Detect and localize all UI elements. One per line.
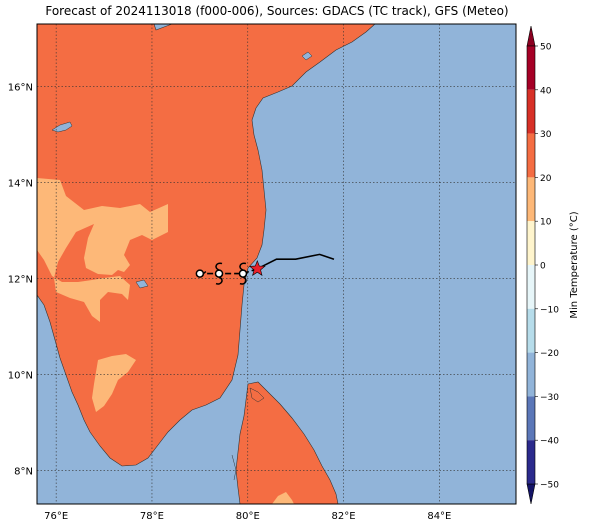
colorbar-bin <box>527 308 535 353</box>
colorbar-bin <box>527 89 535 134</box>
colorbar-tick-label: −10 <box>540 305 559 315</box>
colorbar-tick-label: 10 <box>540 218 552 228</box>
colorbar-bin <box>527 133 535 178</box>
lon-tick-label: 78°E <box>140 511 164 522</box>
colorbar-bin <box>527 440 535 484</box>
lon-tick-label: 80°E <box>236 511 260 522</box>
gridlines <box>37 24 516 504</box>
lake-outline-3 <box>135 279 149 289</box>
colorbar-tick-label: −40 <box>540 437 559 447</box>
colorbar-bin <box>527 221 535 265</box>
colorbar-tick-label: 50 <box>540 43 552 53</box>
lake-outline-4 <box>231 454 237 481</box>
lat-tick-label: 10°N <box>8 370 33 381</box>
colorbar-tick-label: 30 <box>540 130 552 140</box>
colorbar-tick-label: −20 <box>540 349 559 359</box>
map-title: Forecast of 2024113018 (f000-006), Sourc… <box>45 4 509 18</box>
sri-lanka <box>235 381 339 505</box>
colorbar-extend-top <box>526 25 536 47</box>
mild-zone-west <box>37 178 168 322</box>
forecast-track-line <box>199 268 258 275</box>
colorbar-bin <box>527 396 535 441</box>
colorbar-bin <box>527 265 535 309</box>
colorbar-label: Min Temperature (°C) <box>569 211 580 318</box>
lon-tick-label: 84°E <box>427 511 451 522</box>
map-frame <box>36 23 517 505</box>
current-position-star-icon <box>248 259 266 276</box>
lon-tick-label: 82°E <box>332 511 356 522</box>
lake-outline-1 <box>51 121 73 133</box>
mild-zone-south <box>92 354 136 412</box>
colorbar-bin <box>527 352 535 397</box>
sri-lanka-mild-spot <box>272 492 294 504</box>
lat-tick-label: 16°N <box>8 82 33 93</box>
colorbar-tick-label: 20 <box>540 174 552 184</box>
colorbar-tick-label: −50 <box>540 481 559 491</box>
storm-track <box>195 253 335 285</box>
lat-tick-label: 12°N <box>8 274 33 285</box>
cyclone-symbol-icon <box>195 269 207 278</box>
jaffna-peninsula <box>249 387 265 403</box>
colorbar-tick-label: 0 <box>540 262 546 272</box>
lat-tick-label: 14°N <box>8 178 33 189</box>
colorbar-tick-label: −30 <box>540 393 559 403</box>
observed-track-line <box>256 253 335 270</box>
colorbar-bin <box>527 46 535 90</box>
colorbar: 50 40 30 20 10 0 −10 −20 −30 −40 −50 <box>526 25 559 505</box>
lake-outline-2 <box>301 51 313 61</box>
colorbar-extend-bottom <box>526 483 536 505</box>
colorbar-bin <box>527 177 535 222</box>
lat-tick-label: 8°N <box>14 466 33 477</box>
cyclone-symbol-icon <box>238 262 248 285</box>
axis-ticks: 76°E 78°E 80°E 82°E 84°E 8°N 10°N 12°N 14°N 16°N <box>8 82 452 522</box>
colorbar-tick-label: 40 <box>540 86 552 96</box>
cyclone-symbol-icon <box>214 262 224 285</box>
lon-tick-label: 76°E <box>44 511 68 522</box>
